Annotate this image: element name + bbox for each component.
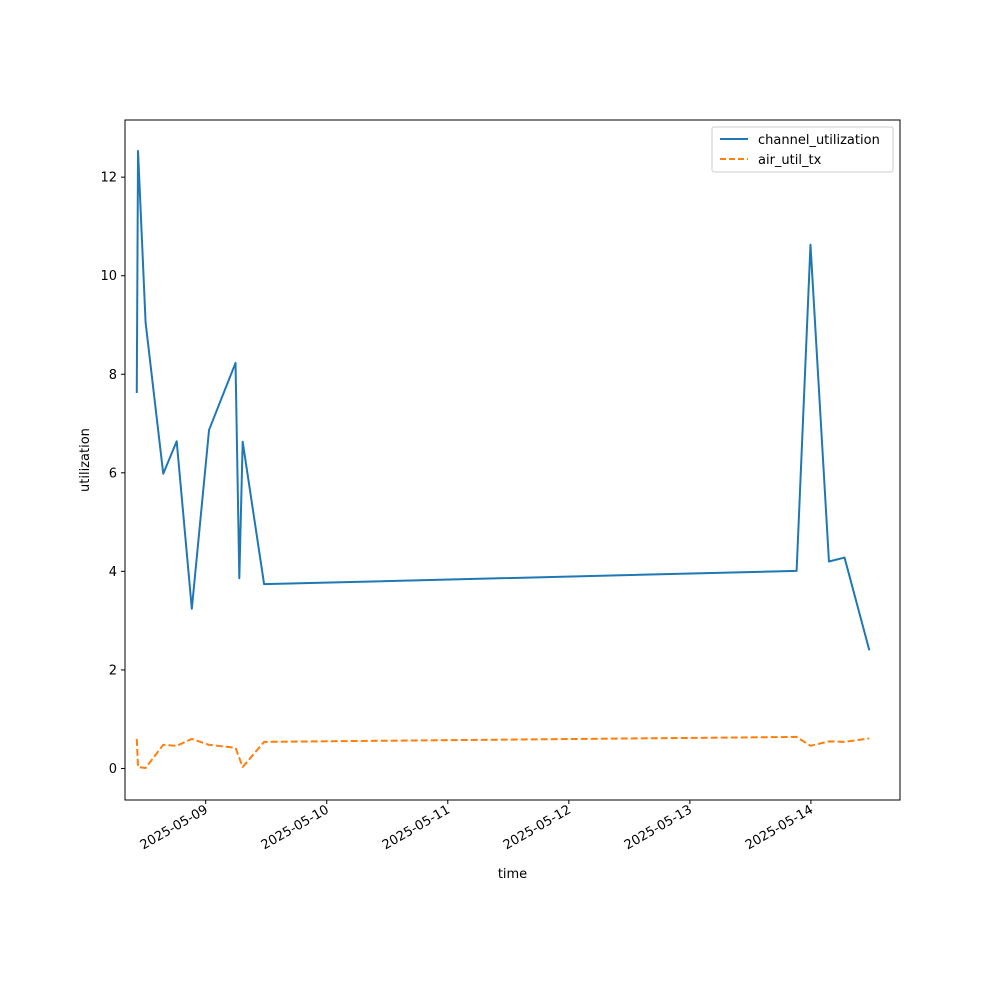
- legend-label-air-util-tx: air_util_tx: [758, 153, 822, 168]
- legend[interactable]: channel_utilization air_util_tx: [711, 126, 894, 173]
- y-tick-label: 12: [100, 171, 117, 186]
- series-layer: [135, 150, 871, 769]
- y-tick-label: 0: [109, 762, 117, 777]
- y-axis: 0 2 4 6 8 10 12: [100, 171, 125, 777]
- series-line-air-util-tx: [135, 735, 870, 769]
- series-line-channel-utilization: [135, 150, 871, 651]
- plot-frame: [124, 119, 901, 801]
- y-tick-label: 4: [109, 565, 117, 580]
- plot-area: [124, 119, 901, 801]
- y-tick-label: 10: [100, 269, 117, 284]
- y-tick-label: 2: [109, 663, 117, 678]
- legend-frame: [711, 126, 894, 173]
- x-axis-label: time: [498, 867, 527, 882]
- legend-label-channel-utilization: channel_utilization: [758, 133, 880, 148]
- y-tick-label: 8: [109, 368, 117, 383]
- y-axis-label: utilization: [78, 428, 93, 492]
- y-tick-label: 6: [109, 466, 117, 481]
